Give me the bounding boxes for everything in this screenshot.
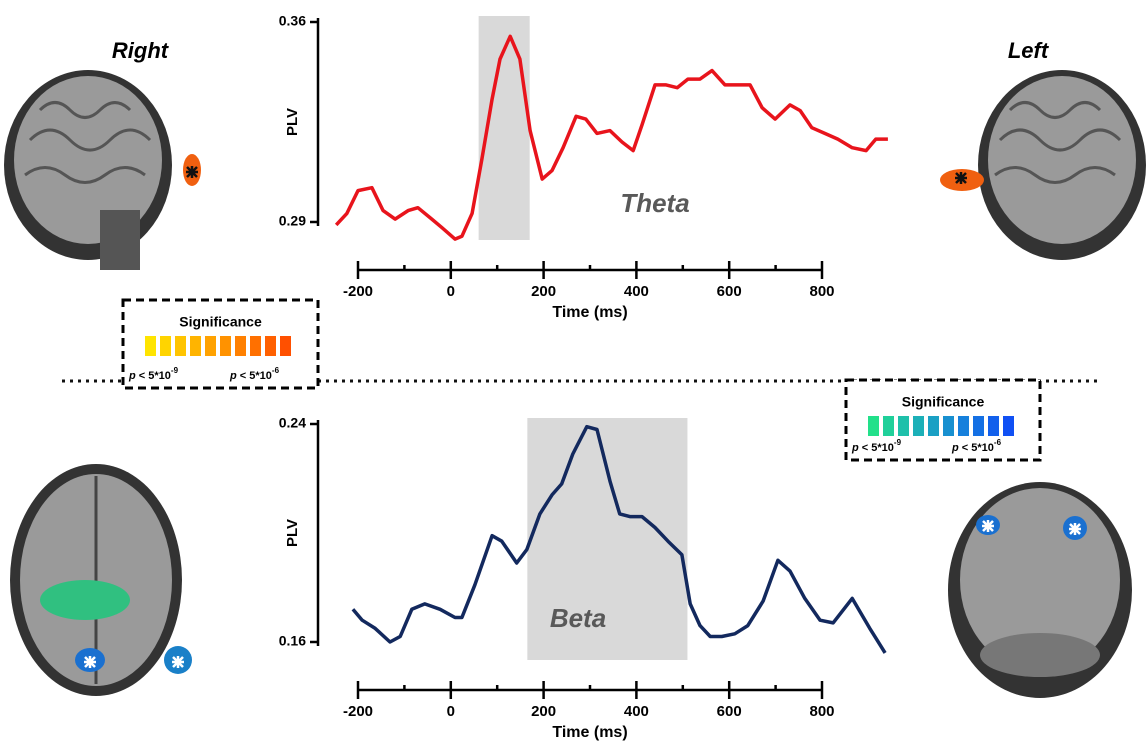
x-tick-label: 0 <box>447 283 455 300</box>
y-tick-label: 0.36 <box>279 13 306 29</box>
band-label: Theta <box>620 188 689 218</box>
legend-swatch <box>913 416 924 436</box>
x-tick-label: -200 <box>343 283 373 300</box>
x-tick-label: 800 <box>809 703 834 720</box>
legend-title: Significance <box>179 314 262 330</box>
band-label: Beta <box>550 603 606 633</box>
y-tick-label: 0.16 <box>279 633 306 649</box>
x-tick-label: -200 <box>343 703 373 720</box>
p-exponent: -6 <box>994 438 1002 447</box>
x-axis-title: Time (ms) <box>552 304 627 321</box>
brain-right-sagittal <box>4 70 201 270</box>
panel-label: Left <box>1008 38 1050 63</box>
legend-swatch <box>928 416 939 436</box>
y-axis-title: PLV <box>284 108 301 136</box>
legend-swatch <box>868 416 879 436</box>
legend-title: Significance <box>902 394 985 410</box>
x-tick-label: 200 <box>531 283 556 300</box>
legend-swatch <box>988 416 999 436</box>
data-line <box>336 36 888 239</box>
p-value: < 5*10 <box>237 370 272 382</box>
y-tick-label: 0.24 <box>279 415 306 431</box>
legend-swatch <box>265 336 276 356</box>
legend-swatch <box>280 336 291 356</box>
p-exponent: -9 <box>894 438 902 447</box>
x-tick-label: 200 <box>531 703 556 720</box>
legend-swatch <box>883 416 894 436</box>
legend-swatch <box>898 416 909 436</box>
brain-left-sagittal <box>940 70 1146 260</box>
legend-swatch <box>943 416 954 436</box>
legend-swatch <box>175 336 186 356</box>
x-tick-label: 400 <box>624 703 649 720</box>
x-tick-label: 600 <box>717 703 742 720</box>
legend-swatch <box>958 416 969 436</box>
panel-label: Right <box>112 38 170 63</box>
legend-swatch <box>160 336 171 356</box>
brain-axial <box>10 464 192 696</box>
legend-swatch <box>145 336 156 356</box>
figure: Right Left 0.29 0.36 PLV -200 0 200 400 600 800 T… <box>0 0 1146 743</box>
x-tick-label: 400 <box>624 283 649 300</box>
p-value: < 5*10 <box>136 370 171 382</box>
brain-coronal <box>948 482 1132 698</box>
x-tick-label: 600 <box>717 283 742 300</box>
p-value: < 5*10 <box>859 442 894 454</box>
legend-swatch <box>1003 416 1014 436</box>
legend-swatch <box>205 336 216 356</box>
y-tick-label: 0.29 <box>279 213 306 229</box>
y-axis-title: PLV <box>284 519 301 547</box>
p-exponent: -9 <box>171 366 179 375</box>
legend-swatch <box>235 336 246 356</box>
legend-swatch <box>220 336 231 356</box>
legend-swatch <box>250 336 261 356</box>
x-tick-label: 0 <box>447 703 455 720</box>
legend-swatch <box>190 336 201 356</box>
x-tick-label: 800 <box>809 283 834 300</box>
legend-swatch <box>973 416 984 436</box>
p-value: < 5*10 <box>959 442 994 454</box>
p-exponent: -6 <box>272 366 280 375</box>
x-axis-title: Time (ms) <box>552 724 627 741</box>
